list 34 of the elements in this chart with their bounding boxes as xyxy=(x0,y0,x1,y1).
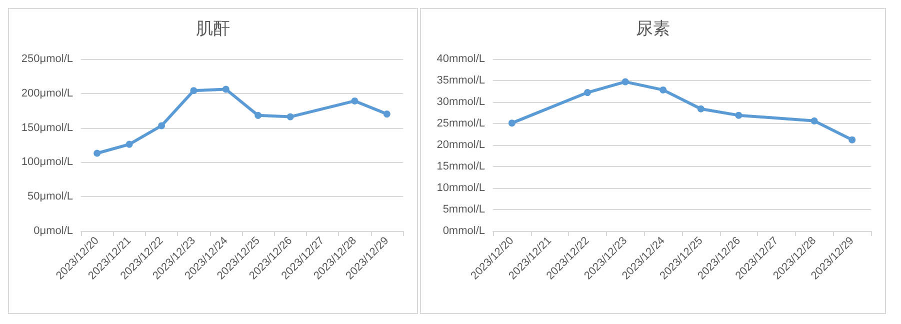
y-tick-label: 15mmol/L xyxy=(436,160,485,172)
y-tick-label: 0μmol/L xyxy=(34,225,73,237)
y-tick-label: 100μmol/L xyxy=(21,156,73,168)
point xyxy=(584,89,591,96)
point xyxy=(158,122,165,130)
y-tick-label: 10mmol/L xyxy=(436,182,485,194)
point xyxy=(660,86,667,94)
y-tick-label: 50μmol/L xyxy=(28,190,73,203)
point xyxy=(810,117,818,124)
y-tick-label: 0mmol/L xyxy=(442,225,485,237)
point xyxy=(351,97,358,104)
point xyxy=(286,113,294,120)
y-tick-label: 20mmol/L xyxy=(436,139,485,151)
point xyxy=(508,120,516,127)
point xyxy=(126,140,133,148)
y-tick-label: 40mmol/L xyxy=(436,53,485,65)
point xyxy=(254,112,262,119)
y-tick-label: 30mmol/L xyxy=(436,96,485,108)
point xyxy=(222,86,230,93)
y-tick-label: 150μmol/L xyxy=(21,122,73,134)
point xyxy=(94,150,101,157)
point xyxy=(190,87,198,94)
y-tick-label: 35mmol/L xyxy=(436,74,485,86)
point xyxy=(622,78,629,86)
point xyxy=(735,112,742,119)
chart-title: 肌酐 xyxy=(196,19,230,38)
y-tick-label: 200μmol/L xyxy=(21,87,73,100)
y-tick-label: 25mmol/L xyxy=(436,118,485,130)
chart-title: 尿素 xyxy=(636,19,670,38)
y-tick-label: 250μmol/L xyxy=(21,53,73,65)
point xyxy=(697,105,704,112)
point xyxy=(848,136,856,144)
y-tick-label: 5mmol/L xyxy=(442,204,485,216)
point xyxy=(383,110,390,118)
